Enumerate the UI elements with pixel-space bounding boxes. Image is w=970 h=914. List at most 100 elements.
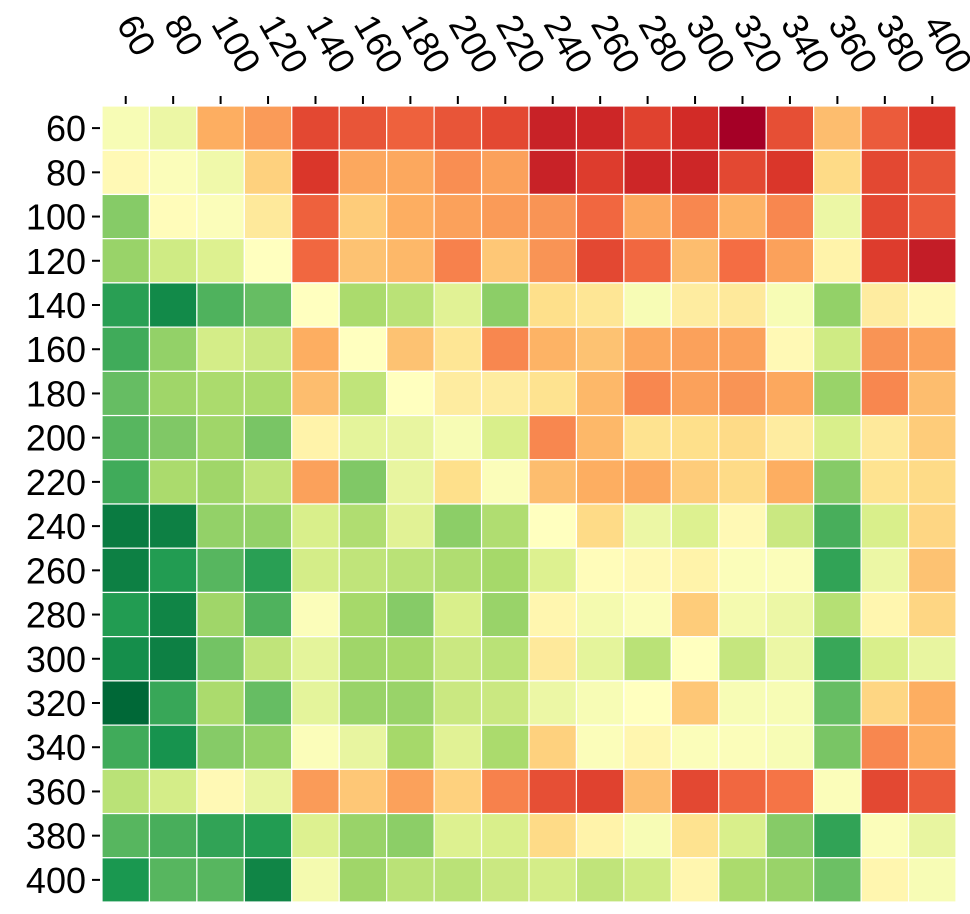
heatmap-cell-r2-c3	[243, 193, 293, 240]
heatmap-cell-r15-c8	[480, 768, 530, 815]
heatmap-cell-r17-c6	[386, 857, 435, 903]
heatmap-cell-r9-c14	[765, 503, 815, 549]
x-tick-label: 100	[204, 8, 270, 81]
heatmap-cell-r3-c16	[860, 238, 910, 284]
heatmap-cell-r5-c7	[433, 326, 483, 372]
heatmap-cell-r10-c16	[860, 547, 910, 594]
heatmap-cell-r17-c12	[670, 857, 720, 903]
heatmap-cell-r11-c1	[148, 591, 198, 638]
heatmap-cell-r7-c0	[101, 414, 151, 461]
heatmap-cell-r1-c11	[623, 149, 672, 196]
heatmap-cell-r14-c10	[575, 724, 625, 770]
heatmap-cell-r7-c3	[243, 414, 293, 461]
heatmap-cell-r12-c0	[101, 636, 151, 682]
x-tick-label: 360	[820, 8, 886, 81]
heatmap-cell-r17-c0	[101, 857, 151, 903]
heatmap-cell-r12-c10	[575, 636, 625, 682]
heatmap-cell-r4-c15	[813, 282, 862, 328]
heatmap-cell-r14-c0	[101, 724, 151, 770]
x-tick-label: 60	[109, 8, 165, 63]
heatmap-cell-r6-c3	[243, 370, 293, 417]
y-tick-label: 100	[26, 197, 86, 238]
x-tick-label: 200	[441, 8, 507, 81]
heatmap-cell-r0-c8	[480, 105, 530, 151]
heatmap-cell-r7-c2	[196, 414, 245, 461]
heatmap-cell-r0-c4	[291, 105, 340, 151]
heatmap-cell-r2-c7	[433, 193, 483, 240]
heatmap-cell-r10-c2	[196, 547, 245, 594]
heatmap-cell-r6-c17	[907, 370, 957, 417]
heatmap-cell-r16-c6	[386, 812, 435, 859]
heatmap-cell-r2-c14	[765, 193, 815, 240]
heatmap-cell-r14-c16	[860, 724, 910, 770]
heatmap-cell-r11-c13	[718, 591, 767, 638]
heatmap-cell-r17-c13	[718, 857, 767, 903]
heatmap-cell-r5-c11	[623, 326, 672, 372]
y-tick-label: 120	[26, 241, 86, 282]
heatmap-cell-r16-c15	[813, 812, 862, 859]
y-tick-label: 140	[26, 285, 86, 326]
heatmap-cell-r17-c15	[813, 857, 862, 903]
heatmap-cell-r15-c17	[907, 768, 957, 815]
heatmap-cell-r13-c11	[623, 680, 672, 726]
heatmap-cell-r3-c2	[196, 238, 245, 284]
heatmap-cell-r1-c7	[433, 149, 483, 196]
heatmap-cell-r7-c5	[338, 414, 388, 461]
heatmap-cell-r10-c15	[813, 547, 862, 594]
heatmap-cell-r6-c0	[101, 370, 151, 417]
heatmap-cell-r14-c3	[243, 724, 293, 770]
heatmap-cell-r14-c5	[338, 724, 388, 770]
x-tick-label: 140	[299, 8, 365, 81]
heatmap-cell-r17-c17	[907, 857, 957, 903]
heatmap-cell-r4-c11	[623, 282, 672, 328]
heatmap-cell-r9-c17	[907, 503, 957, 549]
x-tick-label: 80	[156, 8, 212, 63]
y-tick-label: 240	[26, 506, 86, 547]
x-axis-top: 6080100120140160180200220240260280300320…	[109, 8, 970, 104]
y-tick-label: 320	[26, 683, 86, 724]
heatmap-cell-r13-c6	[386, 680, 435, 726]
heatmap-cell-r13-c12	[670, 680, 720, 726]
heatmap-cell-r4-c3	[243, 282, 293, 328]
heatmap-cell-r8-c7	[433, 459, 483, 505]
heatmap-cell-r6-c15	[813, 370, 862, 417]
heatmap-cell-r16-c13	[718, 812, 767, 859]
heatmap-cell-r16-c8	[480, 812, 530, 859]
heatmap-cell-r4-c7	[433, 282, 483, 328]
heatmap-cell-r16-c16	[860, 812, 910, 859]
heatmap-cell-r11-c0	[101, 591, 151, 638]
heatmap-cell-r1-c9	[528, 149, 578, 196]
heatmap-cell-r10-c6	[386, 547, 435, 594]
heatmap-cell-r1-c15	[813, 149, 862, 196]
y-tick-label: 260	[26, 550, 86, 591]
heatmap-cell-r6-c7	[433, 370, 483, 417]
heatmap-cell-r0-c7	[433, 105, 483, 151]
heatmap-cell-r10-c11	[623, 547, 672, 594]
heatmap-cell-r2-c2	[196, 193, 245, 240]
heatmap-cell-r13-c14	[765, 680, 815, 726]
heatmap-cell-r3-c7	[433, 238, 483, 284]
heatmap-cell-r13-c17	[907, 680, 957, 726]
y-tick-label: 160	[26, 329, 86, 370]
heatmap-cell-r12-c9	[528, 636, 578, 682]
heatmap-cell-r8-c2	[196, 459, 245, 505]
heatmap-cell-r17-c8	[480, 857, 530, 903]
heatmap-cell-r11-c6	[386, 591, 435, 638]
heatmap-cell-r4-c13	[718, 282, 767, 328]
heatmap-cell-r8-c10	[575, 459, 625, 505]
heatmap-cell-r4-c14	[765, 282, 815, 328]
heatmap-cell-r16-c12	[670, 812, 720, 859]
heatmap-cell-r3-c4	[291, 238, 340, 284]
heatmap-cell-r6-c10	[575, 370, 625, 417]
heatmap-cell-r9-c1	[148, 503, 198, 549]
heatmap-cell-r0-c13	[718, 105, 767, 151]
heatmap-cell-r7-c9	[528, 414, 578, 461]
heatmap-cell-r12-c5	[338, 636, 388, 682]
heatmap-cell-r2-c15	[813, 193, 862, 240]
heatmap-cell-r14-c12	[670, 724, 720, 770]
heatmap-cell-r1-c4	[291, 149, 340, 196]
heatmap-cell-r10-c7	[433, 547, 483, 594]
heatmap-cell-r8-c15	[813, 459, 862, 505]
heatmap-cell-r12-c8	[480, 636, 530, 682]
heatmap-cell-r12-c15	[813, 636, 862, 682]
